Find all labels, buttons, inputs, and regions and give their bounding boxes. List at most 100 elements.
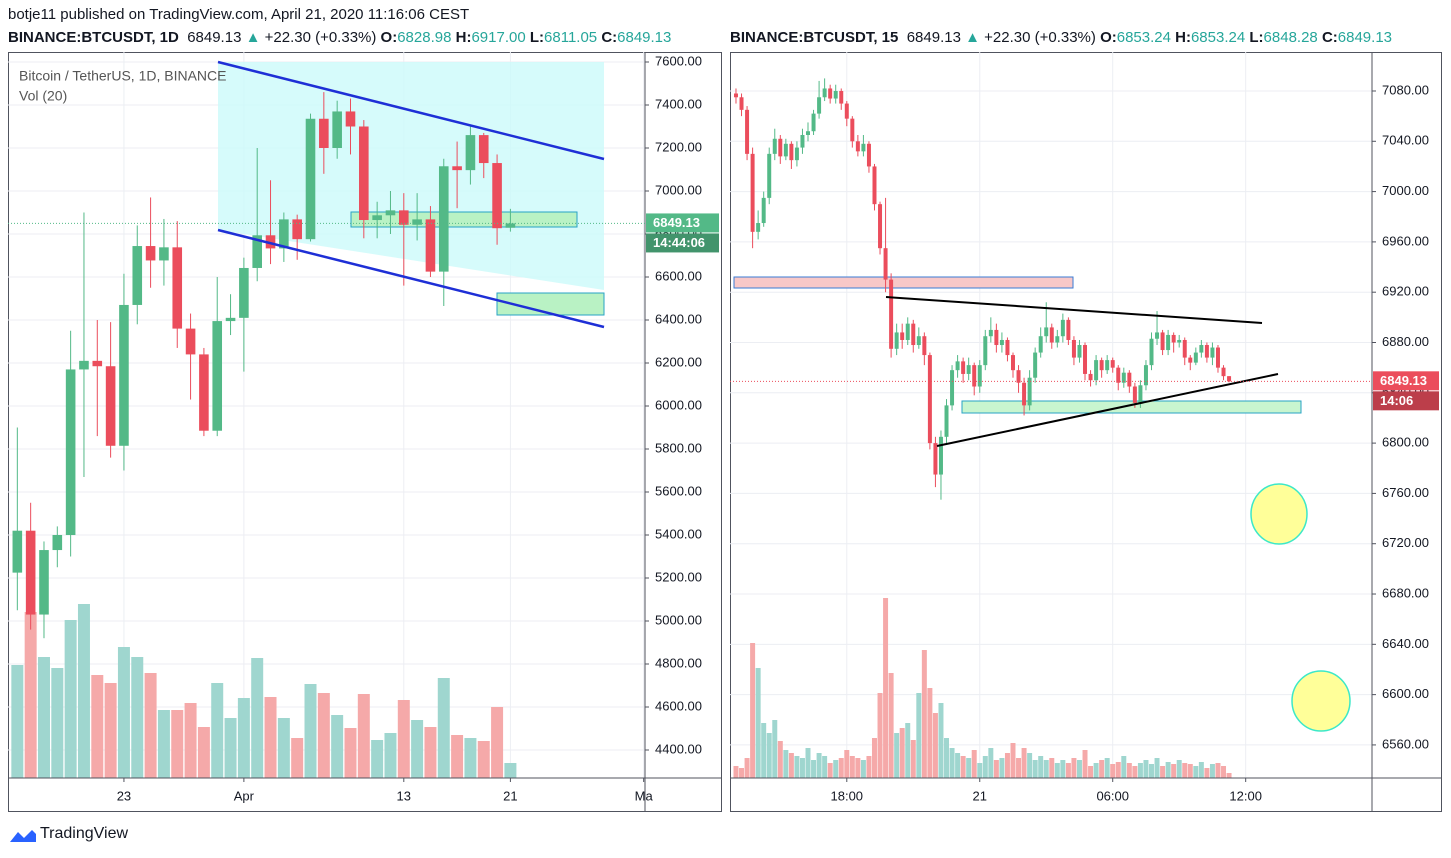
candle-body (855, 141, 860, 152)
y-tick-label: 7040.00 (1382, 133, 1429, 148)
candle-body (492, 163, 502, 229)
arrow: ▲ (965, 29, 980, 46)
volume-bar (131, 657, 144, 778)
header: BINANCE:BTCUSDT, 1D 6849.13 ▲ +22.30 (+0… (8, 29, 671, 46)
candle-body (1193, 352, 1198, 363)
candle-body (961, 361, 966, 374)
volume-bar (1043, 760, 1049, 778)
candle-body (225, 317, 236, 322)
candle-body (1199, 345, 1204, 353)
y-tick-label: 4400.00 (655, 741, 702, 756)
candles (12, 92, 516, 639)
volume-bar (64, 620, 77, 778)
candle-body (999, 339, 1004, 346)
candle-body (1210, 347, 1215, 358)
y-tick-label: 5000.00 (655, 612, 702, 627)
candle-body (922, 336, 927, 356)
candle-body (345, 111, 356, 127)
candle-body (438, 166, 449, 272)
candle-body (65, 369, 76, 536)
candle-body (145, 246, 156, 261)
volume-bar (1032, 760, 1038, 778)
ohlc-value: 6849.13 (1337, 29, 1393, 46)
volume-bar (1038, 756, 1044, 778)
chart-title: Bitcoin / TetherUS, 1D, BINANCE (19, 68, 226, 84)
x-tick-label: 23 (117, 788, 131, 803)
volume-bar (1065, 763, 1071, 778)
candle-body (1215, 347, 1220, 368)
volume-bar (1160, 766, 1166, 778)
volume-bar (1215, 763, 1221, 778)
candle-body (1099, 360, 1104, 371)
volume-bar (1082, 750, 1088, 778)
candle-body (332, 111, 342, 148)
candle-body (966, 365, 971, 374)
candle-body (750, 153, 755, 232)
ohlc-key: L: (1249, 29, 1264, 46)
volume-bar (304, 684, 317, 778)
candle-body (1066, 319, 1071, 340)
volume-bar (905, 723, 911, 778)
volume-bar (384, 733, 397, 778)
volume-bar (877, 693, 883, 778)
candle-body (1182, 339, 1187, 358)
candle-body (1149, 338, 1154, 366)
volume-bar (224, 718, 237, 778)
candle-body (1166, 334, 1171, 351)
volume-bar (1198, 762, 1204, 778)
volume-bar (932, 713, 938, 778)
candle-body (1027, 377, 1032, 406)
volume-bar (977, 763, 983, 778)
volume-bar (988, 748, 994, 778)
volume-bar (788, 753, 794, 778)
ohlc-value: 6853.24 (1190, 29, 1246, 46)
ohlc-key: C: (1321, 29, 1338, 46)
candle-body (1110, 360, 1115, 368)
volume-bar (1110, 764, 1116, 778)
candle-body (39, 550, 49, 615)
volume-bar (424, 727, 437, 778)
volume-bar (1093, 763, 1099, 778)
y-tick-label: 6720.00 (1382, 535, 1429, 550)
volume-bar (755, 668, 761, 778)
candle-body (372, 215, 382, 221)
x-tick-label: Ma (635, 788, 654, 803)
candle-body (905, 323, 910, 340)
candle-body (894, 332, 899, 349)
volume-bar (772, 720, 778, 778)
volume-bar (783, 750, 789, 778)
candle-body (1044, 327, 1049, 337)
volume-bar (1060, 760, 1066, 778)
volume-bar (766, 733, 772, 778)
volume-bar (197, 727, 210, 778)
volume-bar (477, 741, 490, 778)
zone (350, 211, 578, 228)
volume-bar (1143, 760, 1149, 778)
volume-bar (331, 715, 344, 778)
candle-body (132, 246, 143, 305)
x-tick-label: 21 (503, 788, 517, 803)
arrow: ▲ (245, 29, 261, 46)
volume-bar (866, 756, 872, 778)
volume-bar (871, 738, 877, 778)
volume-label: Vol (20) (19, 88, 67, 104)
candle-body (1127, 372, 1132, 387)
volume-bar (157, 710, 170, 778)
y-tick-label: 5600.00 (655, 483, 702, 498)
candle-body (359, 126, 369, 221)
zone (496, 292, 605, 316)
candle-body (1083, 345, 1088, 374)
volume-bar (944, 738, 950, 778)
volume (11, 604, 517, 778)
candle-body (92, 360, 103, 367)
candle-body (1060, 319, 1065, 337)
volume-bar (1004, 753, 1010, 778)
volume-bar (464, 738, 477, 778)
ohlc-key: C: (601, 29, 618, 46)
candle-body (305, 118, 316, 240)
candle-body (79, 360, 89, 370)
candle-body (1138, 385, 1143, 403)
candle-body (1171, 334, 1176, 343)
volume-bar (739, 768, 745, 778)
